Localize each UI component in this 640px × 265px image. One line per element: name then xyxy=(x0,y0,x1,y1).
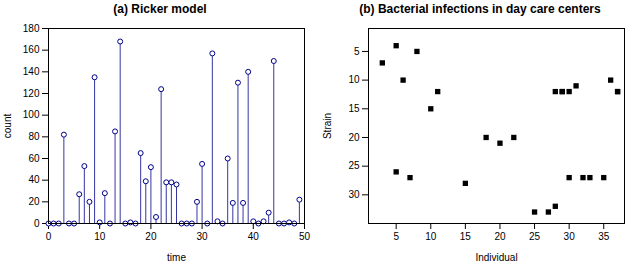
svg-text:50: 50 xyxy=(299,231,311,242)
svg-text:20: 20 xyxy=(145,231,157,242)
svg-text:140: 140 xyxy=(23,66,40,77)
svg-text:60: 60 xyxy=(28,153,40,164)
svg-text:20: 20 xyxy=(494,231,506,242)
svg-text:10: 10 xyxy=(348,74,360,85)
html-text:(a) Ricker model: (a) Ricker model xyxy=(113,2,207,16)
svg-text:10: 10 xyxy=(94,231,106,242)
svg-text:count: count xyxy=(2,114,13,139)
svg-text:25: 25 xyxy=(529,231,541,242)
svg-text:120: 120 xyxy=(23,88,40,99)
svg-text:25: 25 xyxy=(348,160,360,171)
svg-text:40: 40 xyxy=(28,174,40,185)
svg-text:15: 15 xyxy=(460,231,472,242)
svg-text:80: 80 xyxy=(28,131,40,142)
svg-text:180: 180 xyxy=(23,23,40,34)
svg-text:0: 0 xyxy=(46,231,52,242)
svg-text:5: 5 xyxy=(354,46,360,57)
svg-text:100: 100 xyxy=(23,109,40,120)
svg-text:15: 15 xyxy=(348,103,360,114)
svg-text:Strain: Strain xyxy=(322,113,333,139)
svg-text:20: 20 xyxy=(348,132,360,143)
html-text:(b) Bacterial infections in da: (b) Bacterial infections in day care cen… xyxy=(359,2,601,16)
svg-text:30: 30 xyxy=(564,231,576,242)
svg-text:time: time xyxy=(167,252,186,263)
svg-text:Individual: Individual xyxy=(475,252,517,263)
svg-text:20: 20 xyxy=(28,196,40,207)
svg-text:0: 0 xyxy=(34,218,40,229)
svg-text:5: 5 xyxy=(393,231,399,242)
svg-text:10: 10 xyxy=(425,231,437,242)
svg-text:40: 40 xyxy=(248,231,260,242)
svg-text:30: 30 xyxy=(348,189,360,200)
svg-text:30: 30 xyxy=(197,231,209,242)
svg-text:35: 35 xyxy=(598,231,610,242)
svg-text:160: 160 xyxy=(23,44,40,55)
